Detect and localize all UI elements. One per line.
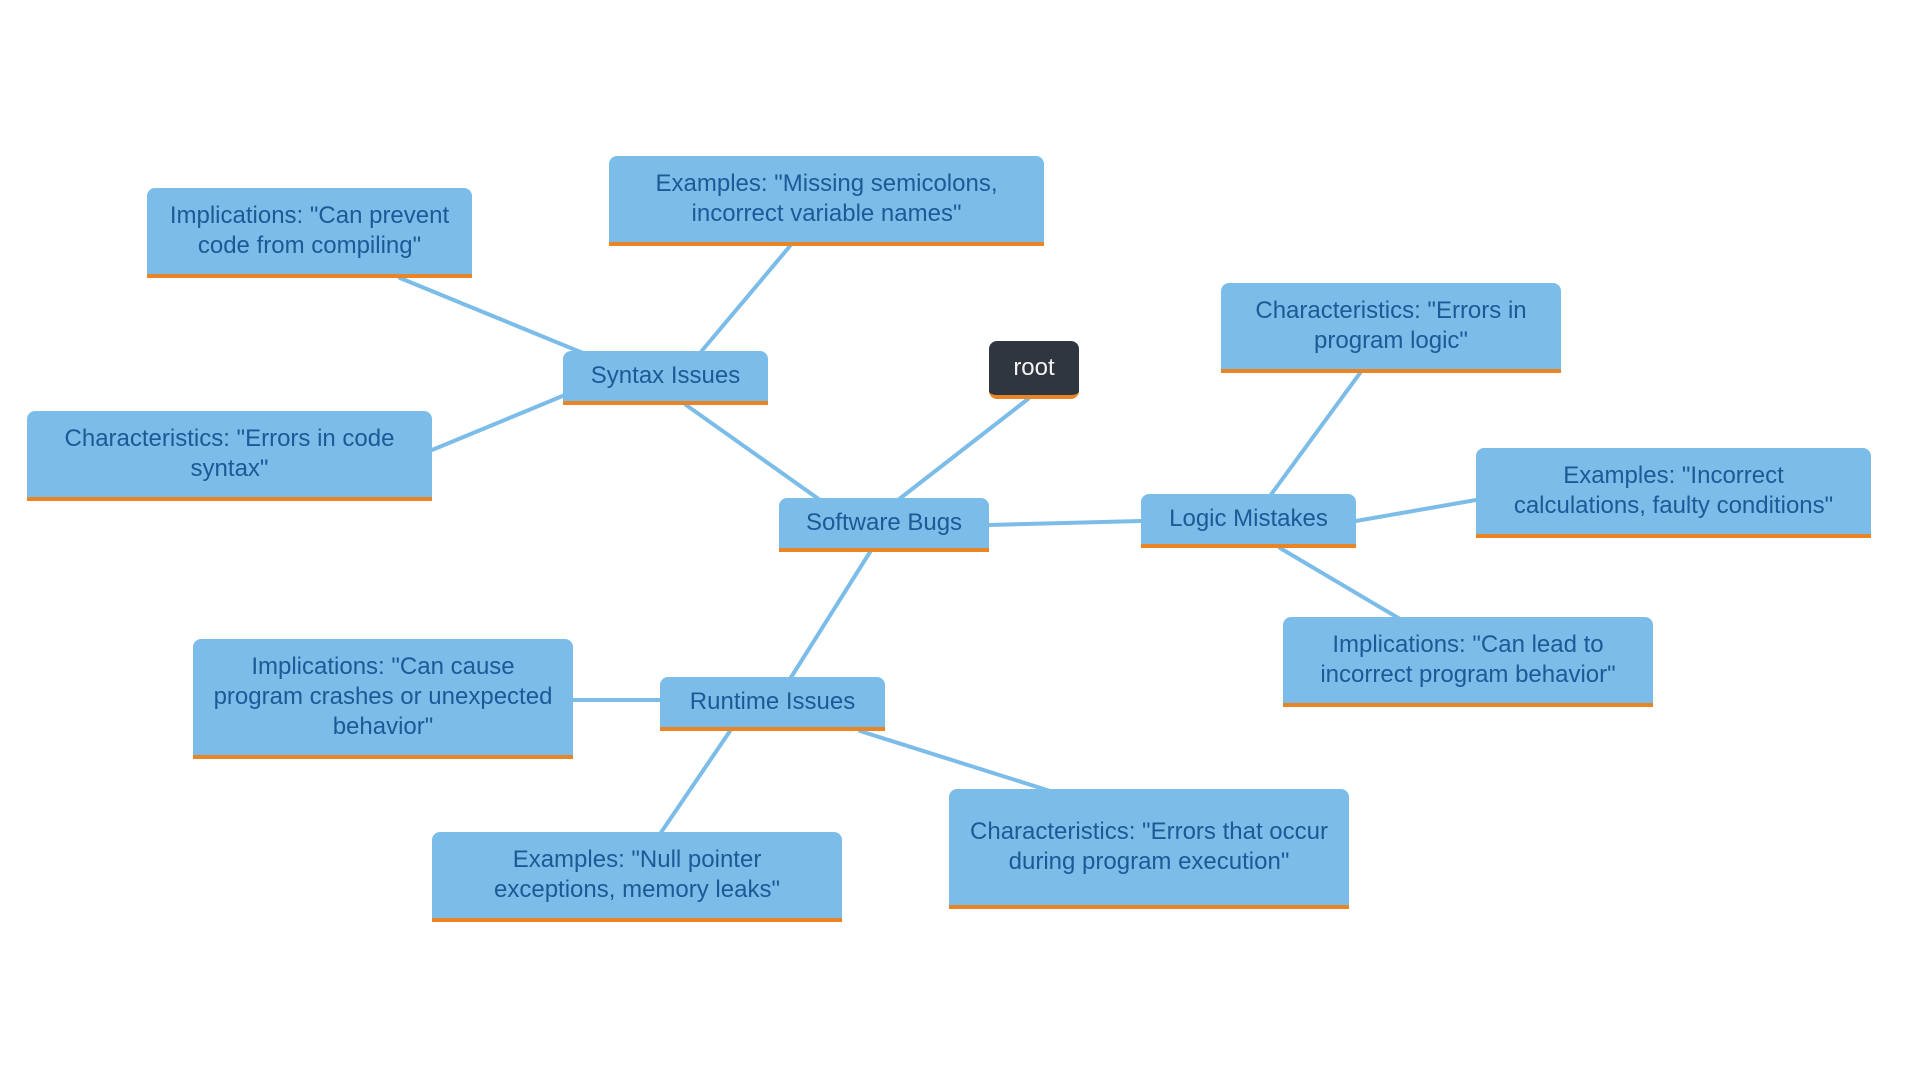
node-label: Implications: "Can cause program crashes… [211,652,555,742]
node-label: Examples: "Missing semicolons, incorrect… [627,169,1026,229]
node-logic_ex: Examples: "Incorrect calculations, fault… [1476,448,1871,538]
node-runtime_char: Characteristics: "Errors that occur duri… [949,789,1349,909]
node-syntax_ex: Examples: "Missing semicolons, incorrect… [609,156,1044,246]
edge [432,395,565,450]
node-logic: Logic Mistakes [1141,494,1356,548]
edge [400,278,600,360]
edge [1356,500,1476,521]
node-syntax_impl: Implications: "Can prevent code from com… [147,188,472,278]
node-label: Characteristics: "Errors in code syntax" [45,424,414,484]
node-label: root [1013,353,1054,383]
node-label: Examples: "Null pointer exceptions, memo… [450,845,824,905]
edge [700,246,790,353]
node-label: Implications: "Can lead to incorrect pro… [1301,630,1635,690]
node-logic_char: Characteristics: "Errors in program logi… [1221,283,1561,373]
node-label: Logic Mistakes [1169,504,1328,534]
node-runtime_ex: Examples: "Null pointer exceptions, memo… [432,832,842,922]
node-label: Syntax Issues [591,361,740,391]
node-label: Implications: "Can prevent code from com… [165,201,454,261]
node-syntax_char: Characteristics: "Errors in code syntax" [27,411,432,501]
node-runtime: Runtime Issues [660,677,885,731]
edge [686,405,820,500]
node-logic_impl: Implications: "Can lead to incorrect pro… [1283,617,1653,707]
edge [660,731,730,834]
edge [898,399,1028,500]
node-software_bugs: Software Bugs [779,498,989,552]
edge [790,552,870,679]
node-syntax: Syntax Issues [563,351,768,405]
node-label: Characteristics: "Errors in program logi… [1239,296,1543,356]
edge [1280,548,1400,619]
node-label: Characteristics: "Errors that occur duri… [967,817,1331,877]
edge [860,731,1050,791]
node-root: root [989,341,1079,399]
edge [989,521,1141,525]
node-label: Software Bugs [806,508,962,538]
node-label: Runtime Issues [690,687,855,717]
node-runtime_impl: Implications: "Can cause program crashes… [193,639,573,759]
node-label: Examples: "Incorrect calculations, fault… [1494,461,1853,521]
diagram-canvas: root Software Bugs Syntax Issues Implicatio… [0,0,1920,1080]
edge [1270,373,1360,496]
